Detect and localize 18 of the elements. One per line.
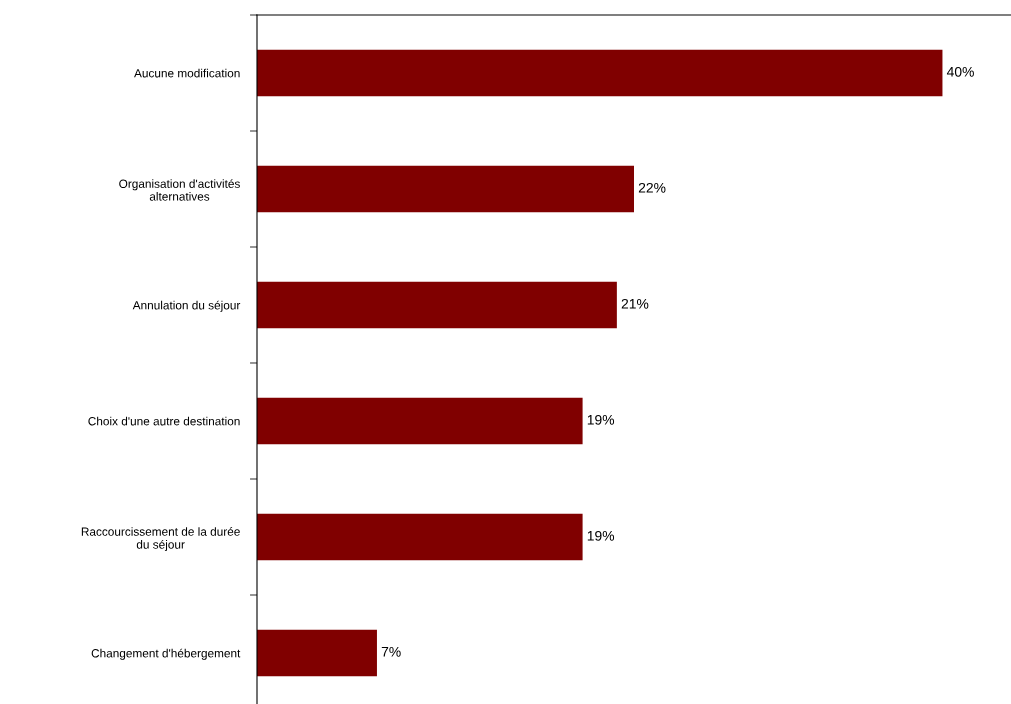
- bar: [257, 165, 634, 213]
- data-label: 7%: [381, 646, 401, 657]
- bar: [257, 513, 583, 561]
- y-tick-label: Annulation du séjour: [132, 300, 241, 312]
- y-tick-label: Choix d'une autre destination: [88, 416, 240, 426]
- y-tick-label: Raccourcissement de la durée du séjour: [81, 527, 240, 552]
- data-label: 19%: [587, 414, 615, 425]
- y-tick-label: Changement d'hébergement: [91, 648, 241, 660]
- data-label: 40%: [946, 66, 974, 77]
- y-tick-label: Aucune modification: [134, 68, 240, 78]
- data-label: 22%: [638, 182, 666, 193]
- y-tick-label: Organisation d'activités alternatives: [119, 179, 240, 201]
- bar: [257, 49, 943, 97]
- bar: [257, 281, 617, 329]
- bar: [257, 629, 377, 677]
- bar: [257, 397, 583, 445]
- data-label: 21%: [621, 298, 649, 309]
- data-label: 19%: [587, 530, 615, 541]
